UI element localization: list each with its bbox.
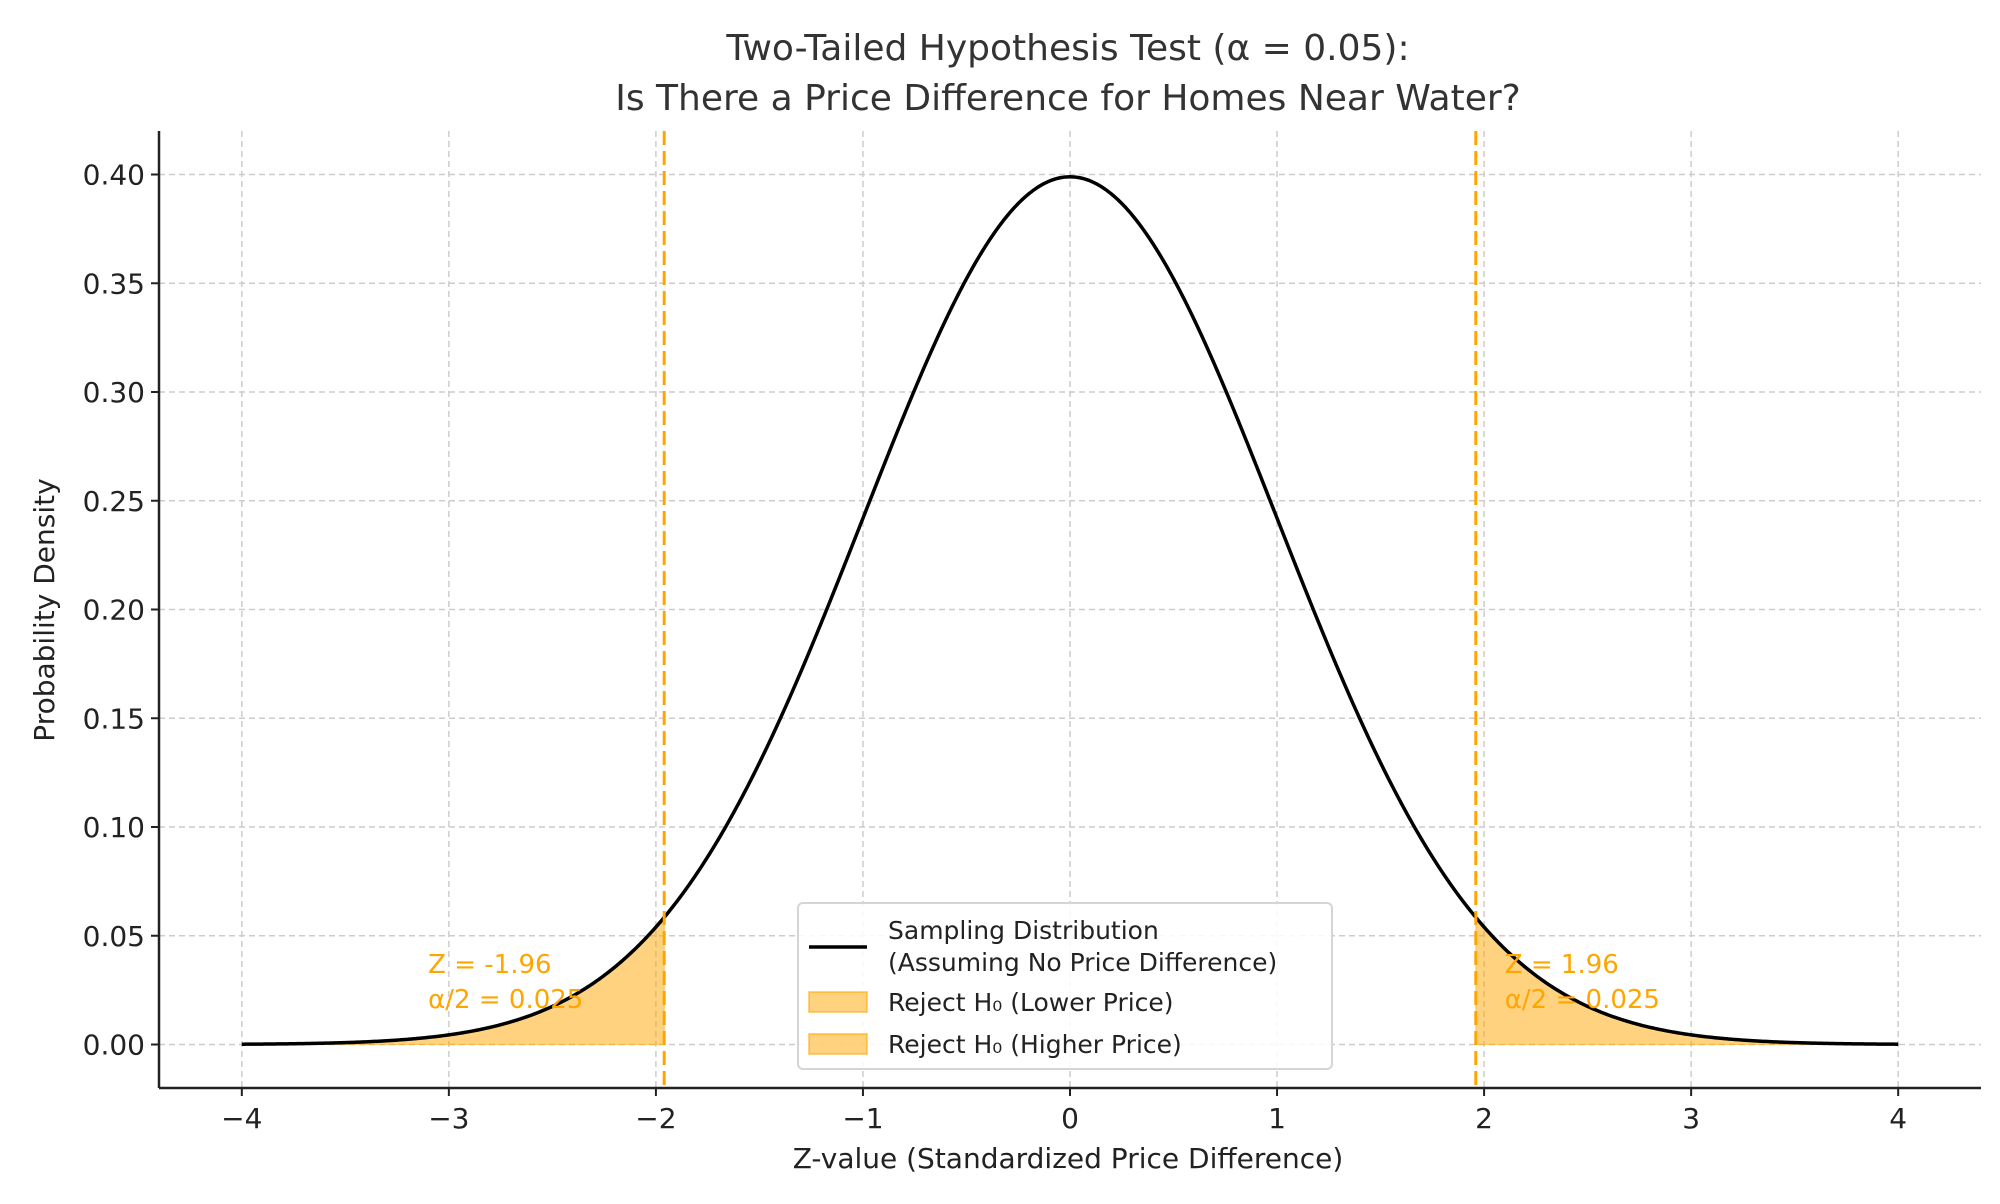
annotations: Z = -1.96 α/2 = 0.025 Z = 1.96 α/2 = 0.025 xyxy=(428,950,1660,1015)
chart-title-line2: Is There a Price Difference for Homes Ne… xyxy=(615,78,1521,119)
legend-label: Reject H₀ (Higher Price) xyxy=(888,1030,1182,1059)
x-tick-label: −1 xyxy=(842,1102,883,1135)
x-tick-label: 0 xyxy=(1061,1102,1079,1135)
x-tick-label: 4 xyxy=(1889,1102,1907,1135)
x-tick-label: 1 xyxy=(1268,1102,1286,1135)
y-tick-label: 0.05 xyxy=(83,920,145,953)
x-tick-label: −4 xyxy=(221,1102,262,1135)
annotation-alpha: α/2 = 0.025 xyxy=(1505,985,1660,1015)
y-axis-label: Probability Density xyxy=(28,478,61,741)
x-axis-label: Z-value (Standardized Price Difference) xyxy=(793,1142,1344,1175)
legend-patch-swatch xyxy=(808,1033,868,1055)
chart-title-line1: Two-Tailed Hypothesis Test (α = 0.05): xyxy=(725,28,1409,69)
y-tick-label: 0.40 xyxy=(83,159,145,192)
sampling-distribution-curve xyxy=(241,175,1899,1046)
axes: −4 −3 −2 −1 0 1 2 3 4 0.00 0.05 0.10 0.15 0.20 0.25 0.3… xyxy=(83,131,1981,1135)
curve-group xyxy=(241,175,1899,1046)
legend-patch-swatch xyxy=(808,991,868,1013)
x-tick-label: 2 xyxy=(1475,1102,1493,1135)
y-tick-label: 0.10 xyxy=(83,811,145,844)
legend-label: Sampling Distribution xyxy=(888,916,1159,945)
annotation-z: Z = 1.96 xyxy=(1505,950,1619,980)
y-tick-label: 0.20 xyxy=(83,594,145,627)
legend: Sampling Distribution (Assuming No Price … xyxy=(797,902,1333,1070)
x-tick-label: −3 xyxy=(428,1102,469,1135)
x-tick-label: −2 xyxy=(635,1102,676,1135)
y-tick-label: 0.00 xyxy=(83,1029,145,1062)
x-tick-label: 3 xyxy=(1682,1102,1700,1135)
y-tick-label: 0.15 xyxy=(83,702,145,735)
legend-label: (Assuming No Price Difference) xyxy=(888,948,1277,977)
legend-label: Reject H₀ (Lower Price) xyxy=(888,988,1174,1017)
legend-box xyxy=(797,902,1333,1070)
y-tick-label: 0.35 xyxy=(83,267,145,300)
annotation-alpha: α/2 = 0.025 xyxy=(428,985,583,1015)
annotation-z: Z = -1.96 xyxy=(428,950,551,980)
y-tick-label: 0.25 xyxy=(83,485,145,518)
y-tick-label: 0.30 xyxy=(83,376,145,409)
